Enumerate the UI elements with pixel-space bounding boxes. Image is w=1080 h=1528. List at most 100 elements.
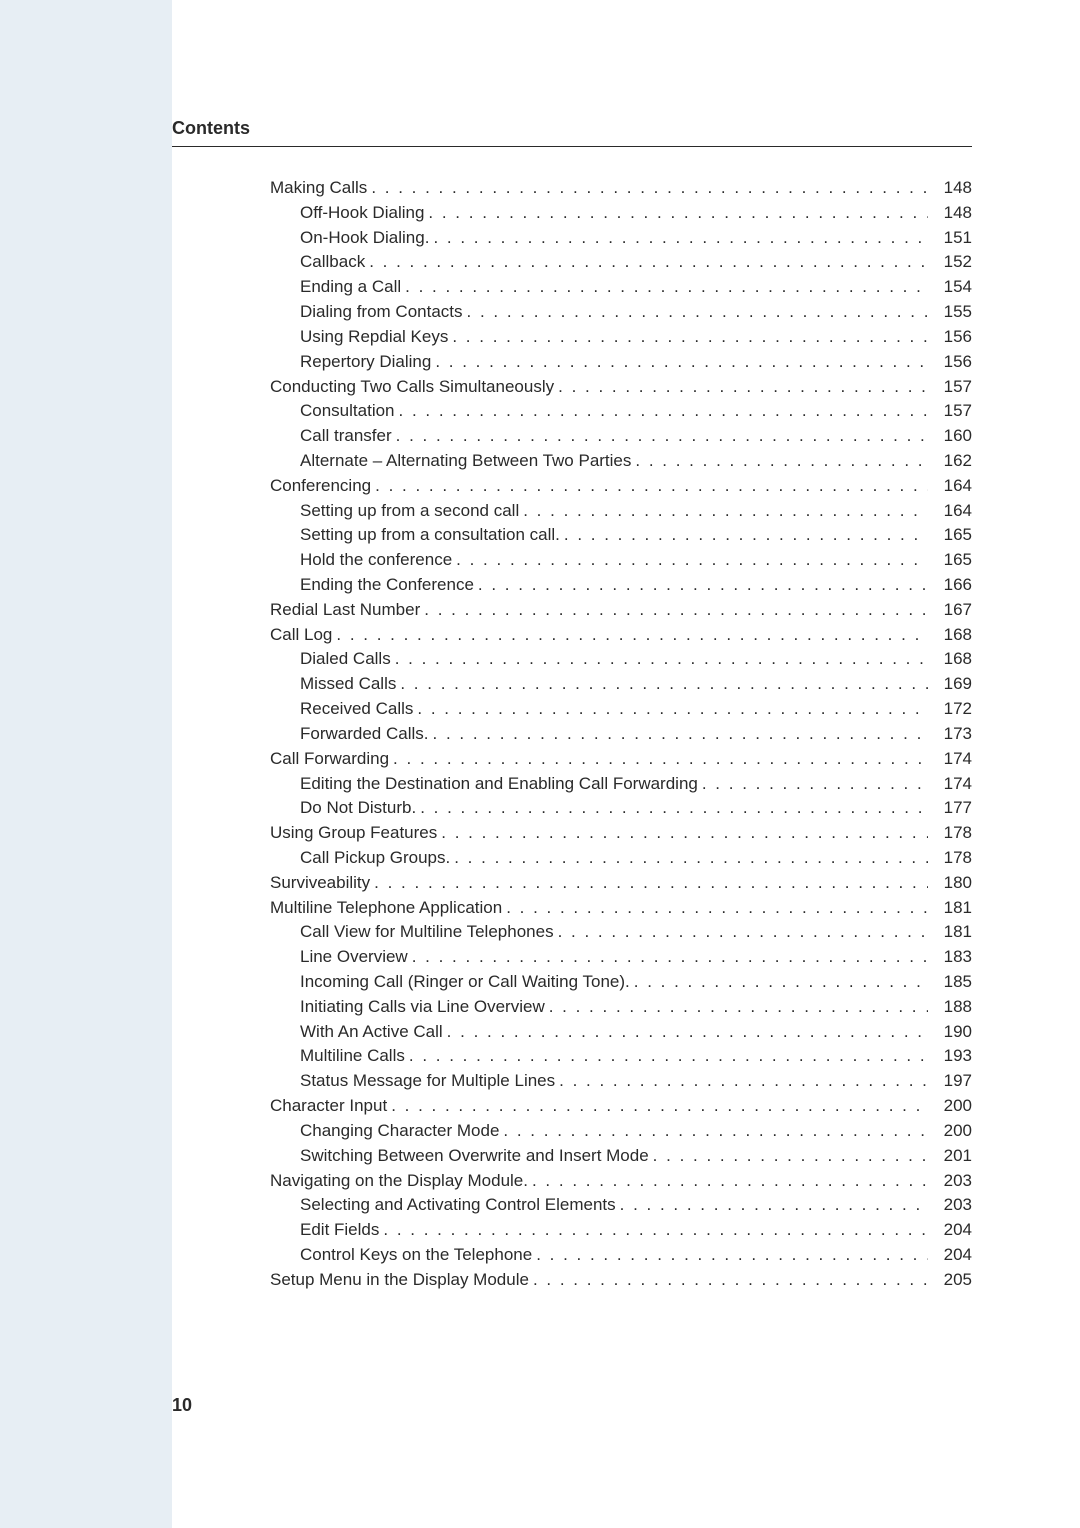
toc-row: Selecting and Activating Control Element… — [270, 1193, 972, 1218]
toc-leader-dots: . . . . . . . . . . . . . . . . . . . . … — [452, 325, 928, 350]
toc-row: Setup Menu in the Display Module . . . .… — [270, 1268, 972, 1293]
sidebar — [0, 0, 172, 1528]
toc-row: Navigating on the Display Module. . . . … — [270, 1169, 972, 1194]
toc-leader-dots: . . . . . . . . . . . . . . . . . . . . … — [433, 226, 928, 251]
toc-leader-dots: . . . . . . . . . . . . . . . . . . . . … — [635, 449, 928, 474]
toc-label: Do Not Disturb. — [300, 796, 416, 821]
toc-label: Call transfer — [300, 424, 392, 449]
toc-label: Conducting Two Calls Simultaneously — [270, 375, 554, 400]
toc-page-number: 160 — [932, 424, 972, 449]
toc-page-number: 205 — [932, 1268, 972, 1293]
toc-page-number: 167 — [932, 598, 972, 623]
toc-page-number: 157 — [932, 375, 972, 400]
toc-label: Call View for Multiline Telephones — [300, 920, 554, 945]
toc-leader-dots: . . . . . . . . . . . . . . . . . . . . … — [559, 1069, 928, 1094]
toc-label: Multiline Telephone Application — [270, 896, 502, 921]
toc-label: Repertory Dialing — [300, 350, 431, 375]
toc-label: Using Repdial Keys — [300, 325, 448, 350]
toc-leader-dots: . . . . . . . . . . . . . . . . . . . . … — [634, 970, 928, 995]
toc-label: Dialed Calls — [300, 647, 391, 672]
toc-page-number: 152 — [932, 250, 972, 275]
toc-row: Call Pickup Groups. . . . . . . . . . . … — [270, 846, 972, 871]
toc-row: Setting up from a consultation call. . .… — [270, 523, 972, 548]
toc-row: Surviveability . . . . . . . . . . . . .… — [270, 871, 972, 896]
toc-leader-dots: . . . . . . . . . . . . . . . . . . . . … — [393, 747, 928, 772]
toc-page-number: 200 — [932, 1094, 972, 1119]
toc-row: Control Keys on the Telephone . . . . . … — [270, 1243, 972, 1268]
toc-page-number: 156 — [932, 350, 972, 375]
toc-label: Consultation — [300, 399, 395, 424]
toc-label: Navigating on the Display Module. — [270, 1169, 528, 1194]
toc-row: Using Group Features . . . . . . . . . .… — [270, 821, 972, 846]
header: Contents — [172, 118, 972, 139]
toc-leader-dots: . . . . . . . . . . . . . . . . . . . . … — [536, 1243, 928, 1268]
toc-leader-dots: . . . . . . . . . . . . . . . . . . . . … — [506, 896, 928, 921]
toc-label: Ending a Call — [300, 275, 401, 300]
toc-row: Consultation . . . . . . . . . . . . . .… — [270, 399, 972, 424]
toc-row: Missed Calls . . . . . . . . . . . . . .… — [270, 672, 972, 697]
toc-row: Forwarded Calls. . . . . . . . . . . . .… — [270, 722, 972, 747]
toc-leader-dots: . . . . . . . . . . . . . . . . . . . . … — [549, 995, 928, 1020]
toc-page-number: 181 — [932, 920, 972, 945]
toc-page-number: 183 — [932, 945, 972, 970]
toc-leader-dots: . . . . . . . . . . . . . . . . . . . . … — [399, 399, 928, 424]
toc-row: On-Hook Dialing. . . . . . . . . . . . .… — [270, 226, 972, 251]
toc-label: Edit Fields — [300, 1218, 379, 1243]
toc-page-number: 165 — [932, 548, 972, 573]
toc-row: Status Message for Multiple Lines . . . … — [270, 1069, 972, 1094]
toc-row: Multiline Calls . . . . . . . . . . . . … — [270, 1044, 972, 1069]
toc-page-number: 178 — [932, 846, 972, 871]
toc-leader-dots: . . . . . . . . . . . . . . . . . . . . … — [420, 796, 928, 821]
toc-label: Received Calls — [300, 697, 413, 722]
toc-leader-dots: . . . . . . . . . . . . . . . . . . . . … — [435, 350, 928, 375]
toc-leader-dots: . . . . . . . . . . . . . . . . . . . . … — [336, 623, 928, 648]
toc-row: Hold the conference . . . . . . . . . . … — [270, 548, 972, 573]
toc-page-number: 201 — [932, 1144, 972, 1169]
toc-row: Conferencing . . . . . . . . . . . . . .… — [270, 474, 972, 499]
toc-label: Switching Between Overwrite and Insert M… — [300, 1144, 649, 1169]
toc-page-number: 204 — [932, 1243, 972, 1268]
toc-leader-dots: . . . . . . . . . . . . . . . . . . . . … — [369, 250, 928, 275]
toc-label: Status Message for Multiple Lines — [300, 1069, 555, 1094]
toc-leader-dots: . . . . . . . . . . . . . . . . . . . . … — [417, 697, 928, 722]
toc-row: Incoming Call (Ringer or Call Waiting To… — [270, 970, 972, 995]
toc-row: Edit Fields . . . . . . . . . . . . . . … — [270, 1218, 972, 1243]
toc-leader-dots: . . . . . . . . . . . . . . . . . . . . … — [653, 1144, 928, 1169]
toc-page-number: 151 — [932, 226, 972, 251]
toc-page-number: 162 — [932, 449, 972, 474]
toc-page-number: 148 — [932, 176, 972, 201]
toc-leader-dots: . . . . . . . . . . . . . . . . . . . . … — [702, 772, 928, 797]
toc-leader-dots: . . . . . . . . . . . . . . . . . . . . … — [454, 846, 928, 871]
toc-row: Multiline Telephone Application . . . . … — [270, 896, 972, 921]
toc-leader-dots: . . . . . . . . . . . . . . . . . . . . … — [478, 573, 928, 598]
toc-page-number: 168 — [932, 623, 972, 648]
toc-leader-dots: . . . . . . . . . . . . . . . . . . . . … — [396, 424, 928, 449]
toc-row: Redial Last Number . . . . . . . . . . .… — [270, 598, 972, 623]
toc-leader-dots: . . . . . . . . . . . . . . . . . . . . … — [383, 1218, 928, 1243]
toc-label: Control Keys on the Telephone — [300, 1243, 532, 1268]
toc-page-number: 177 — [932, 796, 972, 821]
toc-row: Call Log . . . . . . . . . . . . . . . .… — [270, 623, 972, 648]
toc-leader-dots: . . . . . . . . . . . . . . . . . . . . … — [424, 598, 928, 623]
toc-page-number: 197 — [932, 1069, 972, 1094]
toc-row: Ending a Call . . . . . . . . . . . . . … — [270, 275, 972, 300]
toc-leader-dots: . . . . . . . . . . . . . . . . . . . . … — [558, 375, 928, 400]
toc-leader-dots: . . . . . . . . . . . . . . . . . . . . … — [532, 1169, 928, 1194]
toc-label: Line Overview — [300, 945, 408, 970]
toc-row: Repertory Dialing . . . . . . . . . . . … — [270, 350, 972, 375]
toc-label: Hold the conference — [300, 548, 452, 573]
toc-page-number: 188 — [932, 995, 972, 1020]
toc-page-number: 203 — [932, 1169, 972, 1194]
toc-page-number: 180 — [932, 871, 972, 896]
toc-label: Initiating Calls via Line Overview — [300, 995, 545, 1020]
toc-leader-dots: . . . . . . . . . . . . . . . . . . . . … — [412, 945, 928, 970]
toc-page-number: 155 — [932, 300, 972, 325]
toc-label: Surviveability — [270, 871, 370, 896]
toc-leader-dots: . . . . . . . . . . . . . . . . . . . . … — [620, 1193, 928, 1218]
toc-row: Line Overview . . . . . . . . . . . . . … — [270, 945, 972, 970]
toc-label: Conferencing — [270, 474, 371, 499]
toc-label: Multiline Calls — [300, 1044, 405, 1069]
toc-leader-dots: . . . . . . . . . . . . . . . . . . . . … — [447, 1020, 928, 1045]
toc-page-number: 203 — [932, 1193, 972, 1218]
toc-label: Editing the Destination and Enabling Cal… — [300, 772, 698, 797]
